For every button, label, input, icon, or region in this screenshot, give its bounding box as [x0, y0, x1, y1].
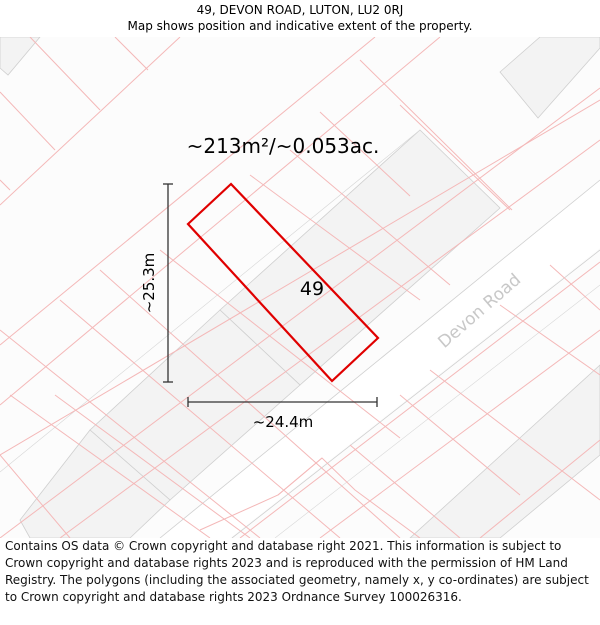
parcel-boundaries	[0, 37, 600, 538]
width-measure-label: ~24.4m	[253, 413, 314, 431]
height-measure-label: ~25.3m	[140, 253, 158, 314]
map-subtitle: Map shows position and indicative extent…	[127, 19, 473, 33]
height-measure-bar	[163, 183, 173, 383]
outbuilding-ne	[499, 37, 600, 119]
terrace-building-south	[409, 364, 600, 538]
map-header: 49, DEVON ROAD, LUTON, LU2 0RJ Map shows…	[0, 0, 600, 37]
property-map[interactable]: ~25.3m ~24.4m 49 ~213m²/~0.053ac. Devon …	[0, 37, 600, 538]
copyright-attribution: Contains OS data © Crown copyright and d…	[5, 539, 589, 604]
road-devon	[0, 129, 600, 538]
outbuilding-nw	[0, 37, 41, 76]
plot-number-label: 49	[300, 278, 324, 300]
width-measure-bar	[187, 397, 378, 407]
property-boundary-outline[interactable]	[186, 182, 380, 383]
terrace-building-north-3	[19, 429, 171, 538]
property-address-title: 49, DEVON ROAD, LUTON, LU2 0RJ	[196, 3, 404, 17]
area-label: ~213m²/~0.053ac.	[187, 134, 380, 158]
buildings-layer	[0, 37, 600, 538]
